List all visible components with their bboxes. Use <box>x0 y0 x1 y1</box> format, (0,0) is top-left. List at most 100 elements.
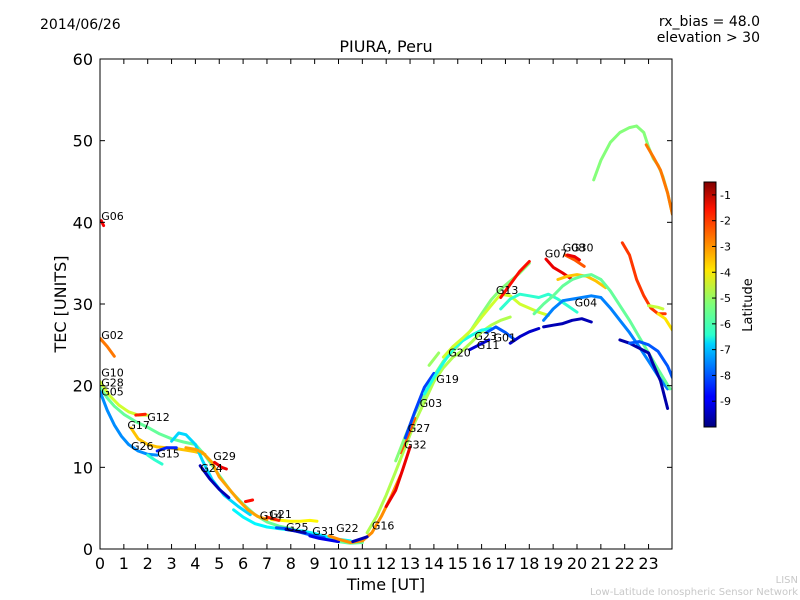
colorbar-tick-label: -7 <box>720 344 731 357</box>
y-tick-label: 50 <box>73 132 93 151</box>
y-tick-label: 10 <box>73 458 93 477</box>
x-tick-label: 14 <box>424 554 444 573</box>
x-tick-label: 13 <box>400 554 420 573</box>
x-tick-label: 4 <box>190 554 200 573</box>
series-label-g17: G17 <box>127 419 150 432</box>
series-line-g19g <box>427 351 441 367</box>
series-label-g08: G08 <box>563 242 586 255</box>
series-label-g21: G21 <box>269 508 292 521</box>
series-line-g04g <box>532 273 672 391</box>
series-line-g24b <box>198 464 231 500</box>
series-line-g26 <box>146 453 164 466</box>
series-label-g15: G15 <box>157 448 180 461</box>
series-line-g29r <box>213 460 228 471</box>
colorbar-tick-label: -6 <box>720 318 731 331</box>
colorbar-tick-label: -9 <box>720 395 731 408</box>
series-label-g20: G20 <box>448 346 471 359</box>
x-tick-label: 2 <box>143 554 153 573</box>
colorbar-tick-label: -3 <box>720 240 731 253</box>
x-tick-label: 11 <box>352 554 372 573</box>
series-line-g05 <box>100 389 159 457</box>
colorbar-tick-label: -5 <box>720 292 731 305</box>
series-line-g12c <box>628 340 672 379</box>
series-line-g20 <box>441 292 550 359</box>
series-label-g10: G10 <box>101 367 124 380</box>
series-line-g13 <box>499 260 531 299</box>
x-tick-label: 12 <box>376 554 396 573</box>
series-label-g07: G07 <box>545 247 568 260</box>
x-tick-label: 5 <box>214 554 224 573</box>
series-line-g09o <box>644 143 672 216</box>
series-line-g12 <box>134 412 147 417</box>
footer-org-short: LISN <box>775 575 798 586</box>
series-line-g28 <box>100 385 364 545</box>
series-line-g24 <box>170 431 252 517</box>
colorbar-tick-label: -8 <box>720 369 731 382</box>
series-line-g03 <box>403 371 436 440</box>
series-line-g18g <box>647 304 665 311</box>
y-axis-ticks: 0 10 20 30 40 50 60 <box>73 50 672 559</box>
series-line-g22b <box>351 535 369 544</box>
elevation-label: elevation > 30 <box>656 30 760 46</box>
series-line-g31a <box>244 498 255 504</box>
x-tick-label: 7 <box>262 554 272 573</box>
x-tick-label: 1 <box>119 554 129 573</box>
series-line-g06 <box>100 219 106 228</box>
colorbar-tick-label: -2 <box>720 215 731 228</box>
x-tick-label: 0 <box>95 554 105 573</box>
x-tick-label: 23 <box>638 554 658 573</box>
series-line-g01 <box>508 327 541 345</box>
y-tick-label: 20 <box>73 377 93 396</box>
x-tick-label: 3 <box>166 554 176 573</box>
colorbar-tick-label: -1 <box>720 189 731 202</box>
x-tick-label: 15 <box>448 554 468 573</box>
x-axis-ticks: 0 1 2 3 4 5 6 7 8 9 10 11 12 13 14 15 16 17 18 19 20 21 22 23 <box>95 59 659 573</box>
series-layer <box>100 124 672 545</box>
series-label-g28: G28 <box>101 377 124 390</box>
series-label-g32: G32 <box>404 439 427 452</box>
series-line-g31 <box>308 534 340 544</box>
series-line-g32 <box>399 416 417 455</box>
colorbar <box>703 181 717 428</box>
series-label-g02: G02 <box>101 329 124 342</box>
footer-org-full: Low-Latitude Ionospheric Sensor Network <box>590 587 798 598</box>
series-line-g04b <box>542 317 593 329</box>
series-line-g13g <box>499 292 579 314</box>
series-label-g29: G29 <box>213 450 236 463</box>
series-label-g19: G19 <box>436 373 459 386</box>
series-line-g11 <box>468 338 491 352</box>
x-tick-label: 21 <box>591 554 611 573</box>
series-label-g30: G30 <box>571 242 594 255</box>
series-line-g18 <box>620 241 667 316</box>
series-label-g05: G05 <box>101 386 124 399</box>
series-label-g13: G13 <box>496 284 519 297</box>
chart-date: 2014/06/26 <box>40 17 121 33</box>
y-tick-label: 40 <box>73 213 93 232</box>
colorbar-label: Latitude <box>741 278 756 332</box>
x-axis-label: Time [UT] <box>346 575 425 594</box>
series-label-g03: G03 <box>420 397 443 410</box>
x-tick-label: 22 <box>615 554 635 573</box>
chart-title: PIURA, Peru <box>339 37 432 56</box>
series-line-g25b <box>284 527 307 535</box>
series-label-g11: G11 <box>477 339 500 352</box>
series-label-g23: G23 <box>474 330 497 343</box>
series-line-g18y <box>656 312 672 332</box>
series-label-g27: G27 <box>408 422 431 435</box>
x-tick-label: 16 <box>471 554 491 573</box>
series-line-g02 <box>100 336 116 358</box>
series-label-g01: G01 <box>494 332 517 345</box>
colorbar-tick-label: -4 <box>720 266 731 279</box>
series-line-g29 <box>184 446 269 522</box>
series-label-g24: G24 <box>200 462 223 475</box>
x-tick-label: 20 <box>567 554 587 573</box>
series-line-g19 <box>422 327 493 396</box>
series-label-g04: G04 <box>575 296 598 309</box>
series-label-g26: G26 <box>131 440 154 453</box>
y-tick-label: 0 <box>83 540 93 559</box>
series-label-g16: G16 <box>372 519 395 532</box>
series-label-layer: G06G02G10G28G05G17G12G26G15G24G29G14G21G… <box>101 210 597 538</box>
series-line-g21r <box>265 515 281 522</box>
rx-bias-label: rx_bias = 48.0 <box>658 14 760 30</box>
